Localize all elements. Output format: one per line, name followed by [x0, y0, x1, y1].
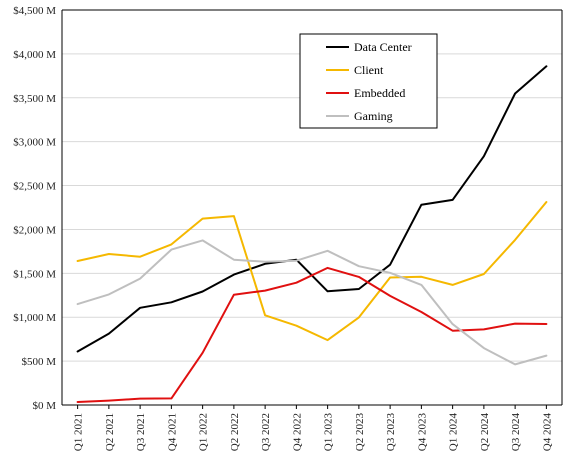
y-tick-label: $2,000 M [13, 224, 56, 236]
legend-label-data-center: Data Center [354, 40, 412, 54]
x-tick-label: Q2 2024 [479, 413, 491, 452]
x-tick-label: Q4 2024 [541, 413, 553, 452]
x-tick-label: Q2 2021 [104, 413, 116, 451]
x-tick-label: Q3 2021 [135, 413, 147, 451]
x-tick-label: Q3 2024 [510, 413, 522, 452]
y-tick-label: $4,000 M [13, 49, 56, 61]
legend-box [299, 33, 438, 129]
x-tick-label: Q3 2022 [260, 413, 272, 451]
x-tick-label: Q3 2023 [385, 413, 397, 452]
x-tick-label: Q2 2023 [354, 413, 366, 452]
series-line-gaming [76, 239, 548, 366]
y-axis-ticks: $0 M $500 M $1,000 M $1,500 M $2,000 M $2,500… [13, 5, 56, 412]
x-axis-ticks: Q1 2021 Q2 2021 Q3 2021 Q4 2021 Q1 2022 Q2 20… [73, 405, 553, 452]
legend-label-client: Client [354, 63, 384, 77]
series-lines [76, 65, 548, 403]
x-tick-label: Q4 2021 [166, 413, 178, 451]
x-tick-label: Q4 2023 [416, 413, 428, 452]
series-line-embedded [76, 266, 548, 403]
x-tick-label: Q1 2024 [448, 413, 460, 452]
y-tick-label: $4,500 M [13, 5, 56, 17]
y-tick-label: $500 M [21, 356, 56, 368]
y-tick-label: $3,000 M [13, 137, 56, 149]
y-tick-label: $0 M [32, 400, 56, 412]
x-tick-label: Q4 2022 [291, 413, 303, 451]
y-tick-label: $3,500 M [13, 93, 56, 105]
y-tick-label: $2,500 M [13, 181, 56, 193]
legend: Data Center Client Embedded Gaming [299, 33, 438, 129]
x-tick-label: Q1 2023 [323, 413, 335, 452]
x-tick-label: Q1 2021 [73, 413, 85, 451]
y-tick-label: $1,500 M [13, 268, 56, 280]
x-tick-label: Q1 2022 [198, 413, 210, 451]
x-tick-label: Q2 2022 [229, 413, 241, 451]
legend-label-embedded: Embedded [354, 86, 405, 100]
y-tick-label: $1,000 M [13, 312, 56, 324]
legend-label-gaming: Gaming [354, 109, 393, 123]
series-line-client [76, 201, 548, 342]
